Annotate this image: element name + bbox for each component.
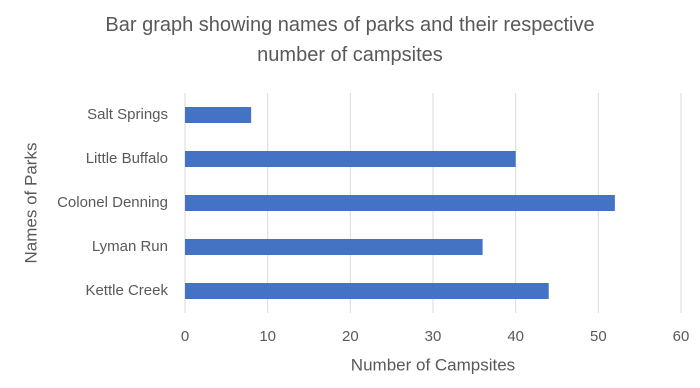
y-tick-label: Kettle Creek: [85, 282, 168, 299]
bar: [185, 239, 483, 255]
y-tick-label: Colonel Denning: [57, 194, 168, 211]
bar: [185, 283, 549, 299]
bar: [185, 107, 252, 123]
bar: [185, 151, 516, 167]
x-tick-label: 10: [259, 328, 276, 345]
chart-title: Bar graph showing names of parks and the…: [105, 14, 595, 66]
x-tick-label: 30: [425, 328, 442, 345]
x-tick-label: 20: [342, 328, 359, 345]
x-axis-label: Number of Campsites: [351, 355, 515, 374]
y-tick-label: Lyman Run: [92, 238, 168, 255]
bar: [185, 195, 615, 211]
y-axis-label: Names of Parks: [21, 143, 40, 264]
x-tick-label: 50: [590, 328, 607, 345]
x-tick-label: 40: [507, 328, 524, 345]
y-tick-label: Little Buffalo: [86, 150, 168, 167]
x-tick-label: 0: [181, 328, 189, 345]
x-tick-label: 60: [673, 328, 690, 345]
y-tick-label: Salt Springs: [87, 106, 168, 123]
